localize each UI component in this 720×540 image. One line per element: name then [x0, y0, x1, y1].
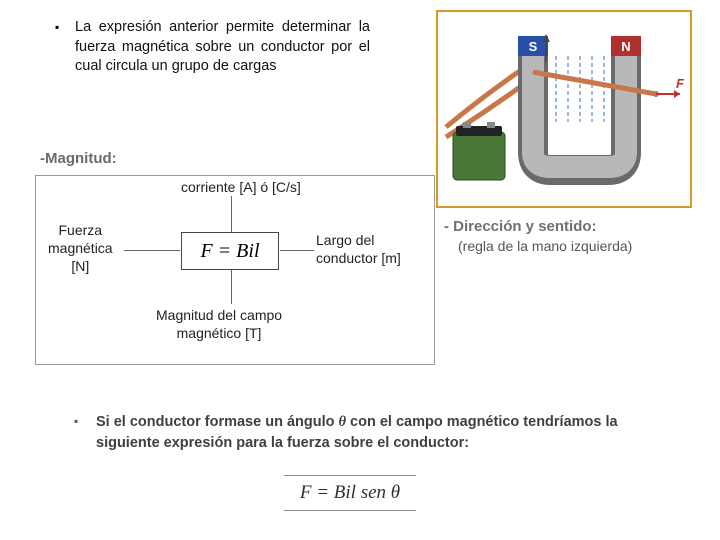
- campo-label: Magnitud del campo magnético [T]: [156, 306, 282, 342]
- connector-left: [124, 250, 180, 251]
- intro-paragraph: La expresión anterior permite determinar…: [75, 18, 370, 77]
- largo-line1: Largo del: [316, 232, 374, 248]
- largo-line2: conductor [m]: [316, 250, 401, 266]
- campo-line1: Magnitud del campo: [156, 307, 282, 323]
- largo-label: Largo del conductor [m]: [316, 231, 401, 267]
- pole-n-text: N: [621, 39, 630, 54]
- bullet-intro: ▪: [55, 20, 59, 34]
- theta-symbol: θ: [339, 414, 347, 430]
- regla-subtext: (regla de la mano izquierda): [458, 238, 632, 254]
- formula-angle: F = Bil sen θ: [284, 475, 416, 511]
- formula-main: F = Bil: [181, 232, 279, 270]
- fuerza-label: Fuerza magnética [N]: [48, 221, 113, 276]
- connector-right: [280, 250, 314, 251]
- connector-bottom: [231, 270, 232, 304]
- corriente-label: corriente [A] ó [C/s]: [181, 179, 301, 195]
- figure-magnet: S N F: [436, 10, 692, 208]
- fuerza-line1: Fuerza: [59, 222, 103, 238]
- angulo-paragraph: Si el conductor formase un ángulo θ con …: [96, 412, 676, 454]
- connector-top: [231, 196, 232, 232]
- magnitud-heading: -Magnitud:: [40, 150, 117, 167]
- campo-line2: magnético [T]: [177, 325, 262, 341]
- fuerza-line2: magnética: [48, 240, 113, 256]
- direccion-heading: - Dirección y sentido:: [444, 218, 597, 235]
- angulo-before: Si el conductor formase un ángulo: [96, 414, 339, 430]
- force-f-text: F: [676, 76, 685, 91]
- pole-s-text: S: [529, 39, 538, 54]
- fuerza-line3: [N]: [71, 258, 89, 274]
- formula-diagram: corriente [A] ó [C/s] Fuerza magnética […: [35, 175, 435, 365]
- bullet-angulo: ▪: [74, 414, 78, 428]
- formula2-container: F = Bil sen θ: [260, 475, 440, 511]
- magnet-svg: S N F: [438, 12, 690, 206]
